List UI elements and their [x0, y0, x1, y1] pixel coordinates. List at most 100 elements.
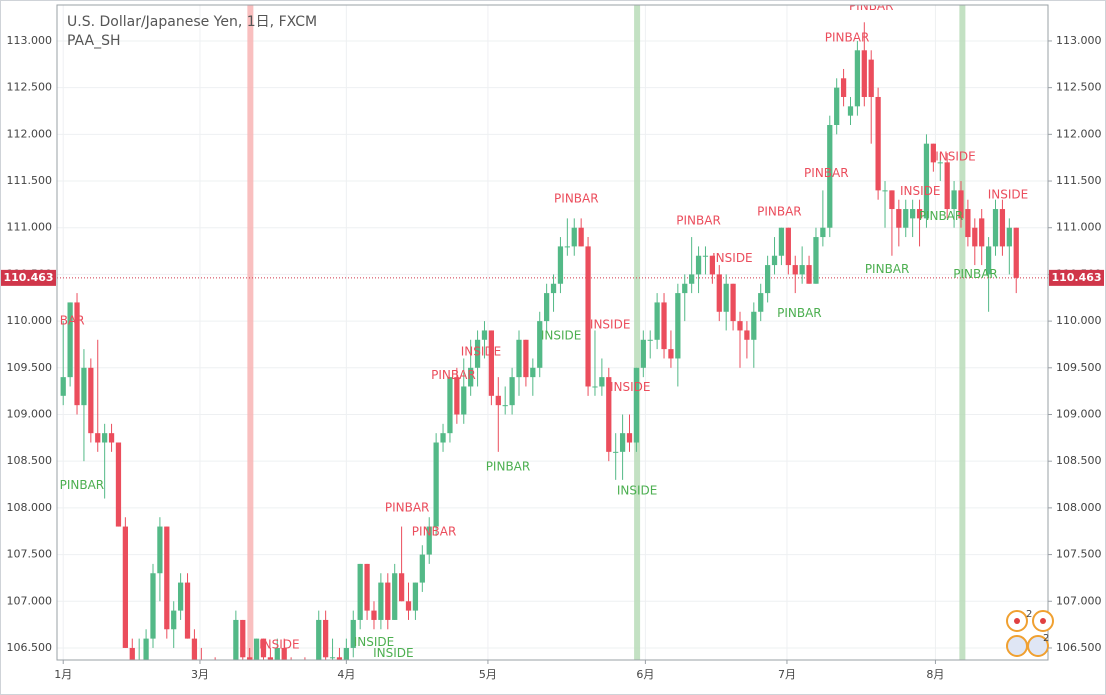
candle-body: [474, 339, 481, 368]
y-tick-label: 112.000: [1056, 127, 1102, 140]
y-tick-label: 108.500: [1056, 454, 1102, 467]
y-tick-label: 112.500: [1056, 81, 1102, 94]
candle-body: [903, 209, 909, 228]
currency-flag[interactable]: [1027, 635, 1049, 657]
candle-body: [758, 293, 764, 312]
candle-body: [523, 339, 529, 378]
candle-body: [578, 227, 584, 247]
signal-label: PINBAR: [554, 191, 599, 205]
candle-body: [668, 349, 674, 359]
candle-body: [689, 274, 695, 284]
candle-body: [806, 265, 812, 284]
currency-flag[interactable]: [1006, 635, 1028, 657]
candle-body: [737, 321, 743, 331]
candle-body: [544, 293, 550, 322]
candle-body: [412, 582, 419, 611]
candle-body: [744, 330, 750, 340]
last-price-label: 110.463: [3, 271, 53, 284]
candle-body: [695, 255, 702, 275]
candle-body: [67, 302, 73, 378]
candle-body: [447, 377, 453, 434]
signal-label: PINBAR: [412, 525, 457, 539]
candle-body: [468, 367, 474, 387]
candle-body: [177, 582, 184, 611]
highlight-band: [634, 5, 641, 660]
candle-body: [661, 302, 667, 350]
y-tick-label: 111.500: [1056, 174, 1102, 187]
candle-body: [481, 330, 488, 340]
signal-label: INSIDE: [900, 184, 941, 198]
candle-body: [60, 377, 66, 396]
candle-body: [336, 657, 343, 660]
candle-body: [509, 377, 515, 406]
candle-body: [944, 162, 950, 210]
candle-body: [999, 209, 1006, 247]
signal-label: PINBAR: [919, 209, 964, 223]
signal-label: INSIDE: [590, 317, 631, 331]
candle-body: [716, 274, 722, 312]
candle-body: [930, 143, 936, 163]
candle-body: [992, 209, 999, 247]
candle-body: [557, 246, 564, 284]
candle-body: [654, 302, 660, 340]
candle-body: [592, 386, 598, 388]
candle-body: [827, 124, 833, 228]
signal-label: PINBAR: [757, 204, 802, 218]
candle-body: [378, 582, 384, 620]
x-tick-label: 1月: [54, 668, 72, 681]
notification-icons[interactable]: 2 2: [1006, 609, 1054, 657]
candle-body: [371, 610, 377, 620]
candle-body: [730, 283, 736, 322]
candle-body: [799, 265, 805, 275]
candle-body: [965, 209, 971, 238]
candle-body: [350, 619, 356, 648]
candle-body: [95, 433, 101, 443]
candle-body: [426, 526, 432, 555]
candle-body: [771, 255, 778, 266]
last-price-label: 110.463: [1051, 271, 1101, 284]
candle-body: [923, 143, 930, 219]
notification-dot: [1014, 618, 1020, 624]
candle-body: [74, 302, 80, 406]
signal-label: PINBAR: [825, 31, 870, 45]
y-tick-label: 106.500: [1056, 641, 1102, 654]
x-tick-label: 8月: [926, 668, 944, 681]
signal-label: PINBAR: [777, 306, 822, 320]
candle-body: [675, 293, 681, 359]
candle-body: [875, 96, 881, 191]
y-tick-label: 113.000: [1056, 34, 1102, 47]
last-price-tag: [1049, 269, 1104, 286]
candle-body: [115, 442, 122, 527]
candle-body: [537, 321, 543, 368]
y-tick-label: 111.000: [7, 221, 53, 234]
candle-body: [599, 377, 605, 387]
signal-label: INSIDE: [354, 635, 395, 649]
candle-body: [1013, 227, 1019, 278]
signal-label: PINBAR: [849, 0, 894, 13]
candle-body: [585, 246, 591, 387]
candle-body: [440, 433, 446, 443]
y-tick-label: 107.000: [1056, 594, 1102, 607]
candle-body: [260, 638, 267, 658]
candle-body: [550, 283, 557, 294]
y-tick-label: 107.500: [1056, 548, 1102, 561]
candle-body: [847, 106, 854, 116]
candle-body: [1006, 227, 1012, 247]
x-tick-label: 5月: [479, 668, 497, 681]
y-tick-label: 110.000: [1056, 314, 1102, 327]
candle-body: [702, 255, 709, 257]
candle-body: [985, 246, 992, 275]
candle-body: [882, 190, 888, 192]
y-tick-label: 107.500: [7, 548, 53, 561]
candle-body: [979, 218, 985, 247]
y-tick-label: 109.500: [1056, 361, 1102, 374]
candle-body: [122, 526, 128, 648]
candle-body: [164, 526, 170, 630]
y-tick-label: 109.500: [7, 361, 53, 374]
y-tick-label: 109.000: [7, 407, 53, 420]
candle-body: [530, 367, 536, 378]
candle-body: [606, 377, 612, 452]
candle-body: [764, 265, 771, 294]
y-tick-label: 112.000: [7, 127, 53, 140]
